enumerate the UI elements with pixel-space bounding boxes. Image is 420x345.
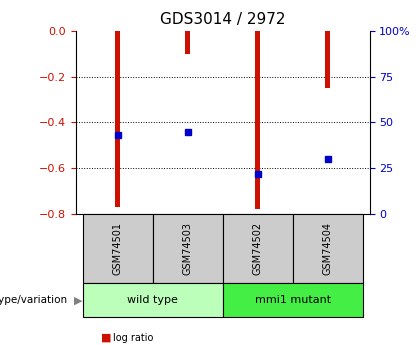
Bar — [293, 214, 362, 283]
Bar — [83, 283, 223, 317]
Text: ▶: ▶ — [74, 295, 82, 305]
Text: genotype/variation: genotype/variation — [0, 295, 67, 305]
Bar — [115, 31, 120, 207]
Text: log ratio: log ratio — [113, 333, 154, 343]
Bar — [185, 31, 190, 54]
Bar — [325, 31, 330, 88]
Text: mmi1 mutant: mmi1 mutant — [255, 295, 331, 305]
Text: GSM74501: GSM74501 — [113, 222, 123, 275]
Bar — [223, 283, 362, 317]
Text: GSM74504: GSM74504 — [323, 222, 333, 275]
Text: GSM74503: GSM74503 — [183, 222, 193, 275]
Bar — [223, 214, 293, 283]
Text: ■: ■ — [101, 333, 111, 343]
Title: GDS3014 / 2972: GDS3014 / 2972 — [160, 12, 285, 27]
Bar — [152, 214, 223, 283]
Text: wild type: wild type — [127, 295, 178, 305]
Bar — [255, 31, 260, 209]
Text: GSM74502: GSM74502 — [252, 222, 262, 275]
Bar — [83, 214, 152, 283]
